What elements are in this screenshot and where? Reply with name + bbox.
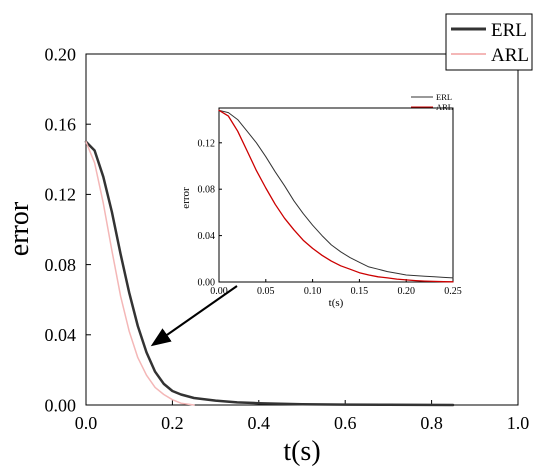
- inset-y-tick-label-2: 0.08: [198, 185, 216, 196]
- main-x-tick-label-4: 0.8: [420, 413, 443, 433]
- main-y-tick-label-5: 0.20: [45, 44, 77, 64]
- inset-y-axis-title: error: [180, 187, 192, 209]
- inset-plot-frame: [218, 107, 454, 283]
- zoom-pointer-arrow: [150, 285, 238, 347]
- inset-x-ticks: 0.00 0.05 0.10 0.15 0.20 0.25: [210, 279, 462, 297]
- main-x-axis-title: t(s): [283, 436, 320, 467]
- inset-series-line-arl: [218, 109, 454, 283]
- inset-x-tick-label-4: 0.20: [397, 286, 415, 297]
- inset-series-line-erl: [218, 109, 454, 279]
- main-x-tick-label-3: 0.6: [334, 413, 357, 433]
- inset-plot: 0.00 0.05 0.10 0.15 0.20 0.25 0.00 0.04 0.08 0.1…: [180, 107, 462, 309]
- main-legend: ERL ARL: [445, 13, 533, 71]
- inset-y-tick-label-0: 0.00: [198, 278, 216, 289]
- inset-x-axis-title: t(s): [329, 297, 344, 309]
- main-x-ticks: 0.0 0.2 0.4 0.6 0.8 1.0: [75, 400, 530, 433]
- main-plot: 0.0 0.2 0.4 0.6 0.8 1.0 0.000.040.080.120.160…: [4, 44, 529, 467]
- main-y-tick-label-3: 0.12: [45, 185, 77, 205]
- inset-x-tick-label-3: 0.15: [351, 286, 369, 297]
- inset-legend: ERL ARL: [411, 92, 453, 112]
- inset-legend-label-arl: ARL: [436, 102, 453, 112]
- main-x-tick-label-2: 0.4: [248, 413, 271, 433]
- main-series-line-erl: [84, 140, 455, 407]
- main-y-tick-label-4: 0.16: [45, 115, 77, 135]
- main-x-tick-label-5: 1.0: [507, 413, 530, 433]
- main-y-ticks: 0.00 0.04 0.08 0.12 0.16 0.20: [45, 44, 91, 415]
- inset-x-tick-label-2: 0.10: [304, 286, 322, 297]
- main-legend-label-arl: ARL: [491, 45, 529, 66]
- main-y-tick-label-0: 0.00: [45, 395, 77, 415]
- main-x-tick-label-1: 0.2: [161, 413, 184, 433]
- inset-x-tick-label-5: 0.25: [444, 286, 462, 297]
- inset-x-tick-label-1: 0.05: [257, 286, 275, 297]
- inset-y-ticks: 0.00 0.04 0.08 0.12: [198, 138, 222, 289]
- main-legend-box: [445, 13, 533, 71]
- inset-y-tick-label-3: 0.12: [198, 138, 216, 149]
- inset-x-tick-label-0: 0.00: [210, 286, 228, 297]
- inset-series-lines: [218, 109, 454, 283]
- inset-y-tick-label-1: 0.04: [198, 231, 216, 242]
- main-series-lines: [84, 140, 455, 407]
- main-x-tick-label-0: 0.0: [75, 413, 98, 433]
- inset-legend-label-erl: ERL: [436, 92, 452, 102]
- main-y-tick-label-2: 0.08: [45, 255, 77, 275]
- main-series-line-arl: [85, 141, 195, 406]
- main-legend-label-erl: ERL: [491, 20, 527, 41]
- main-y-tick-label-1: 0.04: [45, 325, 77, 345]
- main-y-axis-title: error: [4, 201, 35, 256]
